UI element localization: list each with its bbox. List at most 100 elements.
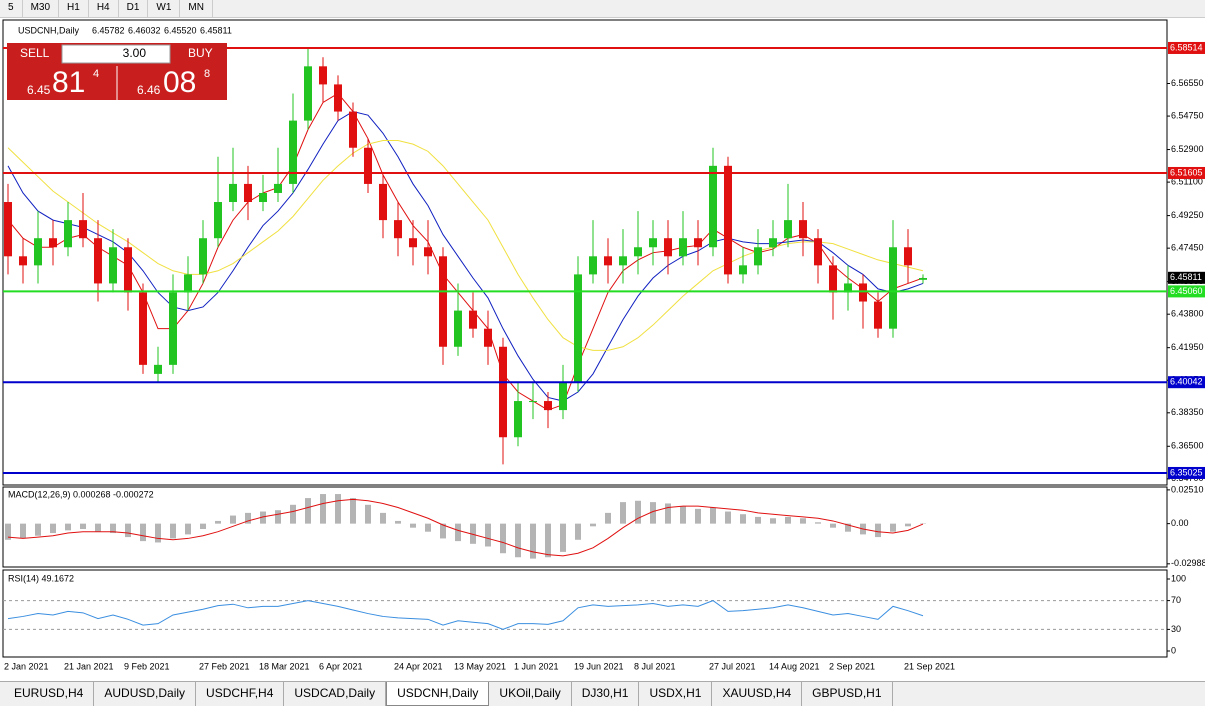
level-label-bg [1168,285,1205,298]
y-tick-label: 6.36500 [1171,441,1204,451]
candle-body [904,247,912,266]
symbol-tab[interactable]: USDCHF,H4 [196,682,285,706]
symbol-tab[interactable]: USDX,H1 [639,682,713,706]
rsi-pane [2,569,1168,658]
candle-body [169,292,177,365]
macd-bar [665,503,671,524]
candle-body [454,310,462,347]
macd-bar [155,523,161,543]
symbol-tab[interactable]: GBPUSD,H1 [802,682,893,706]
y-tick-label: 0.02510 [1171,484,1204,494]
macd-bar [110,523,116,534]
quote-text: 81 [52,66,85,99]
macd-bar [905,523,911,527]
candle-body [289,120,297,184]
timeframe-button[interactable]: D1 [119,0,149,17]
quote-text: 08 [163,66,196,99]
moving-average [7,140,924,351]
candle-body [124,247,132,293]
candle-body [604,256,612,266]
symbol-tab[interactable]: XAUUSD,H4 [712,682,803,706]
price-label-bg [1168,271,1205,284]
volume-input[interactable]: 3.00 [123,46,147,60]
candle-body [634,247,642,257]
candle-body [544,401,552,411]
macd-bar [890,523,896,532]
macd-bar [455,523,461,542]
macd-title: MACD(12,26,9) 0.000268 -0.000272 [8,489,154,499]
macd-bar [140,523,146,542]
candle-body [559,382,567,411]
y-tick-label: 30 [1171,624,1181,634]
y-tick-label: -0.02988 [1171,558,1205,568]
level-label: 6.51605 [1170,167,1203,177]
macd-bar [770,518,776,524]
macd-bar [395,520,401,524]
y-tick-label: 70 [1171,595,1181,605]
ohlc-value: 6.45811 [200,25,232,35]
candle-body [619,256,627,266]
candle-body [349,111,357,148]
level-label-bg [1168,466,1205,479]
macd-bar [20,523,26,539]
timeframe-button[interactable]: MN [180,0,213,17]
volume-box [61,44,171,64]
macd-bar [5,523,11,540]
candle-body [109,247,117,284]
y-tick-label: 6.54750 [1171,110,1204,120]
candle-body [304,66,312,121]
symbol-tab[interactable]: DJ30,H1 [572,682,640,706]
candle-body [214,202,222,239]
candle-body [484,328,492,347]
buy-button[interactable]: BUY [188,46,213,60]
candle-body [409,238,417,248]
timeframe-button[interactable]: M30 [23,0,60,17]
candle-body [724,165,732,275]
symbol-tab[interactable]: AUDUSD,Daily [94,682,197,706]
symbol-tab[interactable]: EURUSD,H4 [4,682,95,706]
macd-bar [740,514,746,524]
x-tick-label: 19 Jun 2021 [574,661,624,671]
level-label: 6.35025 [1170,467,1203,477]
macd-bar [560,523,566,552]
timeframe-button[interactable]: H1 [59,0,89,17]
candle-body [784,220,792,239]
symbol-tab[interactable]: UKOil,Daily [489,682,572,706]
candle-body [79,220,87,239]
candle-body [4,202,12,257]
macd-bar [470,523,476,544]
macd-bar [380,512,386,524]
candle-body [889,247,897,329]
macd-bar [635,500,641,524]
y-tick-label: 6.49250 [1171,210,1204,220]
symbol-tab[interactable]: USDCNH,Daily [386,682,490,706]
sell-button[interactable]: SELL [20,46,50,60]
macd-bar [785,516,791,524]
macd-bar [245,512,251,524]
candle-body [874,301,882,329]
macd-bar [80,523,86,530]
timeframe-button[interactable]: W1 [148,0,181,17]
x-tick-label: 21 Jan 2021 [64,661,114,671]
macd-bar [125,523,131,538]
ohlc-value: 6.45520 [164,25,197,35]
candle-body [424,247,432,257]
y-tick-label: 6.43800 [1171,309,1204,319]
macd-bar [200,523,206,530]
macd-pane [2,486,1168,568]
macd-bar [35,523,41,536]
timeframe-button[interactable]: 5 [0,0,23,17]
macd-bar [95,523,101,532]
x-tick-label: 2 Jan 2021 [4,661,49,671]
macd-bar [605,512,611,524]
y-tick-label: 6.41950 [1171,342,1204,352]
current-price: 6.45811 [1170,272,1202,282]
symbol-tab[interactable]: USDCAD,Daily [284,682,387,706]
y-tick-label: 100 [1171,573,1186,583]
level-label-bg [1168,166,1205,179]
x-tick-label: 2 Sep 2021 [829,661,875,671]
macd-bar [725,511,731,524]
timeframe-button[interactable]: H4 [89,0,119,17]
candle-body [139,292,147,365]
